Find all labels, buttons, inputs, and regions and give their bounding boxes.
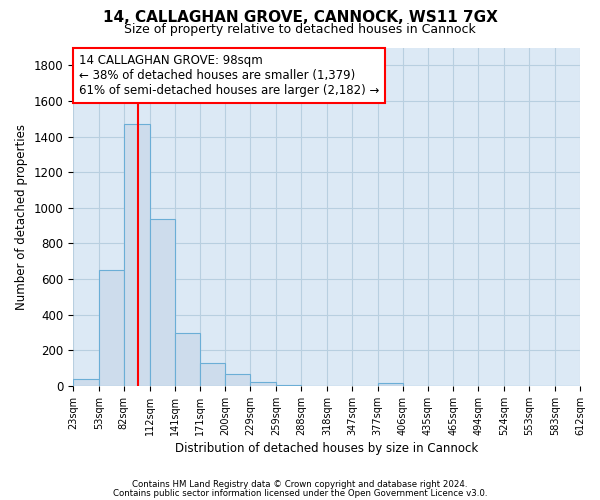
Bar [226,374,250,386]
Text: Contains public sector information licensed under the Open Government Licence v3: Contains public sector information licen… [113,488,487,498]
X-axis label: Distribution of detached houses by size in Cannock: Distribution of detached houses by size … [175,442,478,455]
Bar [73,379,99,386]
Text: Size of property relative to detached houses in Cannock: Size of property relative to detached ho… [124,22,476,36]
Bar [99,270,124,386]
Text: 14 CALLAGHAN GROVE: 98sqm
← 38% of detached houses are smaller (1,379)
61% of se: 14 CALLAGHAN GROVE: 98sqm ← 38% of detac… [79,54,379,98]
Bar [378,384,403,386]
Text: 14, CALLAGHAN GROVE, CANNOCK, WS11 7GX: 14, CALLAGHAN GROVE, CANNOCK, WS11 7GX [103,10,497,25]
Bar [200,363,226,386]
Bar [250,382,276,386]
Bar [149,220,175,386]
Bar [175,334,200,386]
Bar [124,124,149,386]
Y-axis label: Number of detached properties: Number of detached properties [15,124,28,310]
Text: Contains HM Land Registry data © Crown copyright and database right 2024.: Contains HM Land Registry data © Crown c… [132,480,468,489]
